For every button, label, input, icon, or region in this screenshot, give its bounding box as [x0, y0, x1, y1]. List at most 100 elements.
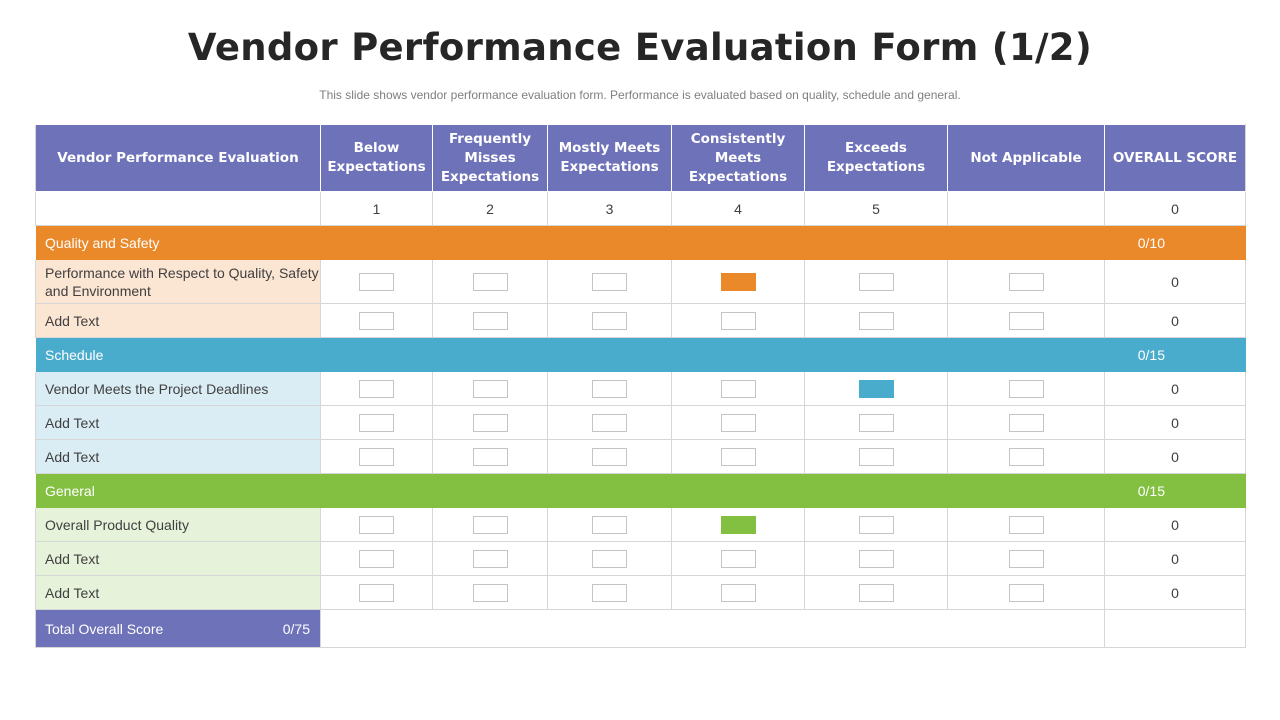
rating-box-2[interactable]	[472, 311, 508, 330]
rating-box-na[interactable]	[1008, 272, 1044, 291]
rating-box-3[interactable]	[592, 311, 627, 330]
header-category: Vendor Performance Evaluation	[35, 124, 321, 192]
header-not-applicable: Not Applicable	[947, 124, 1105, 192]
rating-box-2[interactable]	[472, 447, 508, 466]
row-label: Add Text	[35, 405, 321, 440]
scale-overall: 0	[1104, 191, 1246, 226]
total-blank	[320, 609, 1105, 648]
rating-box-3[interactable]	[592, 272, 627, 291]
rating-box-5[interactable]	[858, 447, 894, 466]
evaluation-table: Vendor Performance Evaluation Below Expe…	[35, 124, 1246, 648]
rating-box-3[interactable]	[592, 515, 627, 534]
row-label: Add Text	[35, 575, 321, 610]
row-label: Overall Product Quality	[35, 507, 321, 542]
table-row: Add Text 0	[35, 541, 1246, 576]
row-score: 0	[1104, 439, 1246, 474]
header-frequently-misses: Frequently Misses Expectations	[432, 124, 548, 192]
page-title: Vendor Performance Evaluation Form (1/2)	[187, 26, 1093, 69]
rating-box-1[interactable]	[359, 549, 394, 568]
rating-box-4[interactable]	[720, 583, 756, 602]
section-general: General 0/15	[35, 473, 1246, 508]
rating-box-2[interactable]	[472, 583, 508, 602]
section-quality-score: 0/10	[1137, 234, 1165, 251]
header-exceeds: Exceeds Expectations	[804, 124, 948, 192]
rating-box-1[interactable]	[359, 413, 394, 432]
scale-3: 3	[547, 191, 672, 226]
rating-box-3[interactable]	[592, 549, 627, 568]
rating-box-na[interactable]	[1008, 515, 1044, 534]
row-label: Add Text	[35, 541, 321, 576]
header-row: Vendor Performance Evaluation Below Expe…	[35, 124, 1246, 192]
rating-box-4[interactable]	[720, 413, 756, 432]
scale-na-blank	[947, 191, 1105, 226]
rating-box-2[interactable]	[472, 413, 508, 432]
row-score: 0	[1104, 259, 1246, 304]
page-subtitle: This slide shows vendor performance eval…	[319, 88, 961, 102]
table-row: Add Text 0	[35, 405, 1246, 440]
rating-box-1[interactable]	[359, 272, 394, 291]
rating-box-1[interactable]	[359, 583, 394, 602]
table-row: Add Text 0	[35, 575, 1246, 610]
rating-box-5[interactable]	[858, 583, 894, 602]
rating-box-2[interactable]	[472, 379, 508, 398]
row-label: Add Text	[35, 439, 321, 474]
row-score: 0	[1104, 303, 1246, 338]
row-label: Performance with Respect to Quality, Saf…	[35, 259, 321, 304]
table-row: Add Text 0	[35, 303, 1246, 338]
row-label: Vendor Meets the Project Deadlines	[35, 371, 321, 406]
section-general-name: General	[45, 482, 95, 499]
rating-box-5-selected[interactable]	[858, 379, 894, 398]
row-score: 0	[1104, 507, 1246, 542]
table-row: Performance with Respect to Quality, Saf…	[35, 259, 1246, 304]
rating-box-1[interactable]	[359, 447, 394, 466]
row-score: 0	[1104, 575, 1246, 610]
rating-box-na[interactable]	[1008, 583, 1044, 602]
section-quality-name: Quality and Safety	[45, 234, 160, 251]
total-row: Total Overall Score 0/75	[35, 609, 1246, 648]
scale-4: 4	[671, 191, 805, 226]
scale-2: 2	[432, 191, 548, 226]
rating-box-2[interactable]	[472, 549, 508, 568]
rating-box-4[interactable]	[720, 549, 756, 568]
rating-box-5[interactable]	[858, 272, 894, 291]
rating-box-na[interactable]	[1008, 549, 1044, 568]
rating-box-4[interactable]	[720, 379, 756, 398]
rating-box-2[interactable]	[472, 515, 508, 534]
rating-box-na[interactable]	[1008, 311, 1044, 330]
rating-box-na[interactable]	[1008, 447, 1044, 466]
rating-box-4-selected[interactable]	[720, 515, 756, 534]
rating-box-5[interactable]	[858, 311, 894, 330]
rating-box-5[interactable]	[858, 549, 894, 568]
rating-box-na[interactable]	[1008, 379, 1044, 398]
scale-row: 1 2 3 4 5 0	[35, 191, 1246, 226]
total-overall-blank	[1104, 609, 1246, 648]
rating-box-4-selected[interactable]	[720, 272, 756, 291]
rating-box-3[interactable]	[592, 583, 627, 602]
rating-box-2[interactable]	[472, 272, 508, 291]
section-quality: Quality and Safety 0/10	[35, 225, 1246, 260]
row-label: Add Text	[35, 303, 321, 338]
rating-box-4[interactable]	[720, 311, 756, 330]
rating-box-3[interactable]	[592, 413, 627, 432]
rating-box-1[interactable]	[359, 515, 394, 534]
rating-box-3[interactable]	[592, 379, 627, 398]
row-score: 0	[1104, 405, 1246, 440]
section-schedule-score: 0/15	[1137, 346, 1165, 363]
header-consistently-meets: Consistently Meets Expectations	[671, 124, 805, 192]
scale-5: 5	[804, 191, 948, 226]
rating-box-4[interactable]	[720, 447, 756, 466]
rating-box-5[interactable]	[858, 413, 894, 432]
rating-box-1[interactable]	[359, 379, 394, 398]
header-below-expectations: Below Expectations	[320, 124, 433, 192]
table-row: Add Text 0	[35, 439, 1246, 474]
rating-box-na[interactable]	[1008, 413, 1044, 432]
section-general-score: 0/15	[1137, 482, 1165, 499]
section-schedule-name: Schedule	[45, 346, 104, 363]
table-row: Overall Product Quality 0	[35, 507, 1246, 542]
table-row: Vendor Meets the Project Deadlines 0	[35, 371, 1246, 406]
header-overall-score: OVERALL SCORE	[1104, 124, 1246, 192]
rating-box-3[interactable]	[592, 447, 627, 466]
total-label-cell: Total Overall Score 0/75	[35, 609, 321, 648]
rating-box-1[interactable]	[359, 311, 394, 330]
rating-box-5[interactable]	[858, 515, 894, 534]
